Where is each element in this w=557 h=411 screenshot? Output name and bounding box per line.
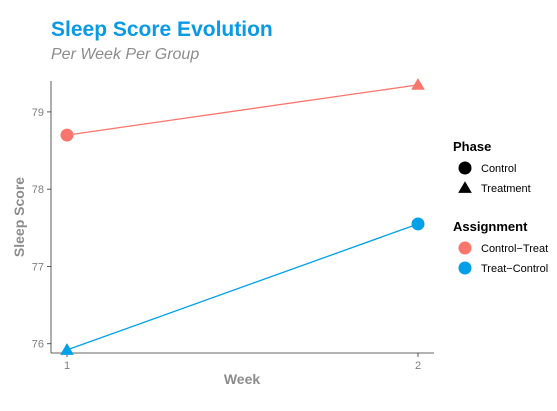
x-tick-label: 1 [64, 360, 70, 372]
y-tick-label: 76 [32, 339, 44, 351]
chart-title: Sleep Score Evolution [51, 18, 273, 41]
series-layer [60, 78, 425, 355]
legend-label: Treatment [481, 183, 531, 195]
data-point [411, 78, 425, 90]
legend-key [458, 181, 472, 193]
x-tick-label: 2 [415, 360, 421, 372]
legend-label: Control−Treat [481, 243, 548, 255]
legend-title: Assignment [453, 219, 528, 234]
data-point [60, 343, 74, 355]
legend-title: Phase [453, 139, 491, 154]
y-tick-label: 77 [32, 261, 44, 273]
legend-key [458, 161, 472, 175]
legend-label: Control [481, 163, 516, 175]
legend-key [458, 241, 472, 255]
y-tick-label: 78 [32, 184, 44, 196]
chart-subtitle: Per Week Per Group [51, 46, 199, 63]
legend: Phase Control Treatment Assignment Control−T… [453, 139, 548, 275]
data-point [60, 128, 74, 142]
data-point [411, 217, 425, 231]
y-tick-label: 79 [32, 107, 44, 119]
series-line [66, 223, 419, 351]
series-line [66, 84, 419, 136]
legend-key [458, 261, 472, 275]
y-ticks: 76 77 78 79 [32, 107, 51, 351]
axes [50, 81, 434, 354]
legend-label: Treat−Control [481, 263, 548, 275]
y-axis-title: Sleep Score [11, 177, 27, 257]
x-axis-title: Week [224, 371, 261, 387]
